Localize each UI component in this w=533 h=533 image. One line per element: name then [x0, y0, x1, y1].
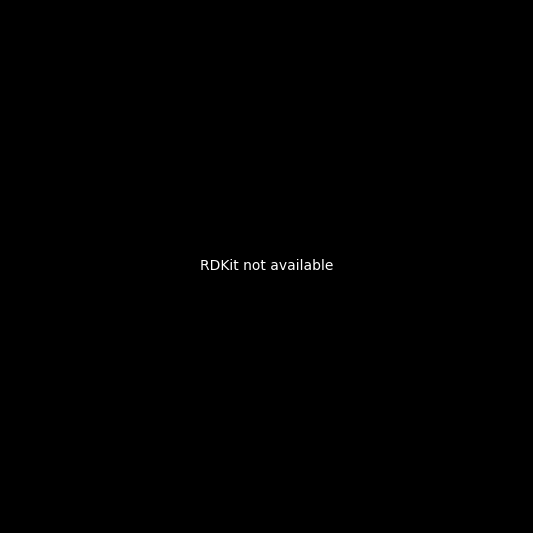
Text: RDKit not available: RDKit not available	[200, 260, 333, 273]
